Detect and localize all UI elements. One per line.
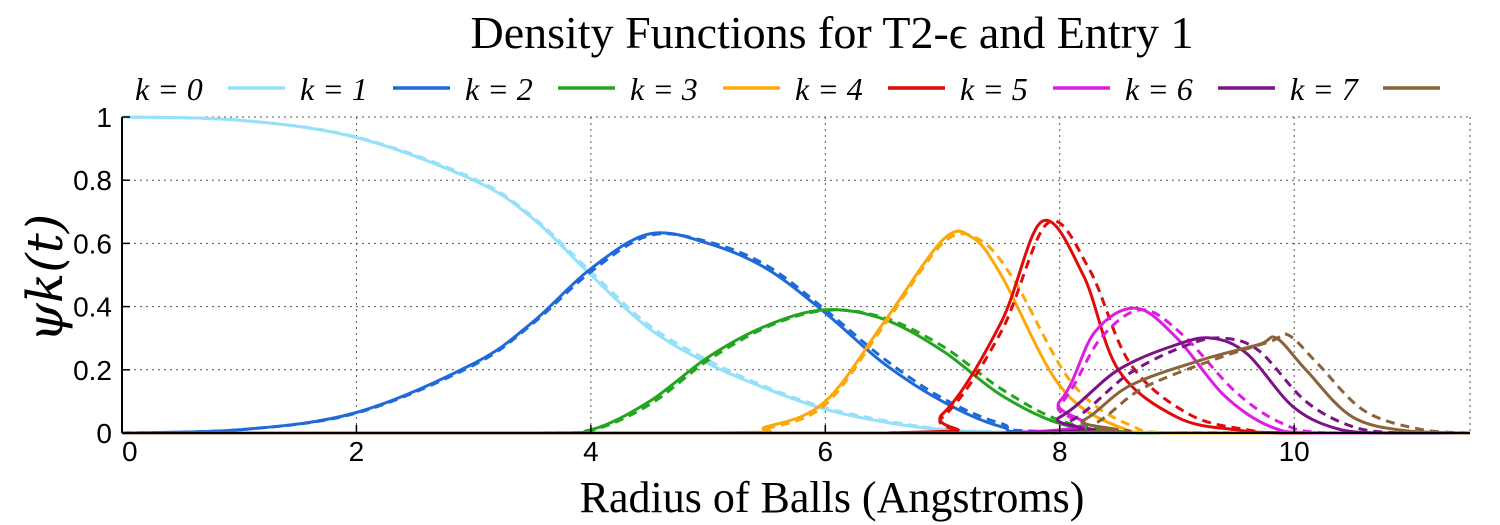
- legend-label: k = 2: [465, 71, 533, 107]
- legend-label: k = 0: [135, 71, 203, 107]
- legend-label: k = 5: [960, 71, 1028, 107]
- series-3-dashed-line: [121, 231, 1470, 435]
- y-tick-label: 0.8: [73, 165, 112, 196]
- x-tick-label: 0: [122, 436, 138, 467]
- x-axis-label: Radius of Balls (Angstroms): [580, 473, 1085, 522]
- series-0-solid-line: [121, 115, 1470, 435]
- series-3-solid-line: [121, 229, 1470, 435]
- x-tick-label: 4: [583, 436, 599, 467]
- plot-grid: [122, 116, 1471, 433]
- series-1-solid-line: [121, 231, 1471, 435]
- legend-label: k = 3: [630, 71, 698, 107]
- legend: k = 0 k = 1 k = 2 k = 3 k = 4 k = 5 k = 6 k = 7: [135, 71, 1440, 107]
- x-tick-label: 8: [1052, 436, 1068, 467]
- plot-series: [121, 115, 1471, 435]
- x-tick-label: 2: [349, 436, 365, 467]
- y-tick-label: 0: [96, 418, 112, 449]
- chart-title: Density Functions for T2-ϵ and Entry 1: [470, 7, 1193, 58]
- series-5-solid-line: [121, 306, 1470, 435]
- y-tick-label: 0.6: [73, 228, 112, 259]
- series-0-dashed-line: [121, 115, 1470, 435]
- plot-axes: [121, 116, 1470, 434]
- tick-labels: 0 2 4 6 8 10 0 0.2 0.4 0.6 0.8 1: [73, 102, 1310, 467]
- legend-label: k = 6: [1125, 71, 1193, 107]
- x-tick-label: 6: [818, 436, 834, 467]
- y-tick-label: 0.4: [73, 292, 112, 323]
- legend-label: k = 4: [795, 71, 863, 107]
- y-tick-label: 1: [96, 102, 112, 133]
- y-axis-label: ψk(t): [16, 214, 74, 343]
- series-1-dashed-line: [121, 232, 1471, 435]
- series-4-dashed-line: [121, 219, 1470, 435]
- legend-label: k = 1: [300, 71, 368, 107]
- legend-label: k = 7: [1290, 71, 1360, 107]
- x-tick-label: 10: [1279, 436, 1310, 467]
- y-tick-label: 0.2: [73, 355, 112, 386]
- series-5-dashed-line: [121, 308, 1470, 435]
